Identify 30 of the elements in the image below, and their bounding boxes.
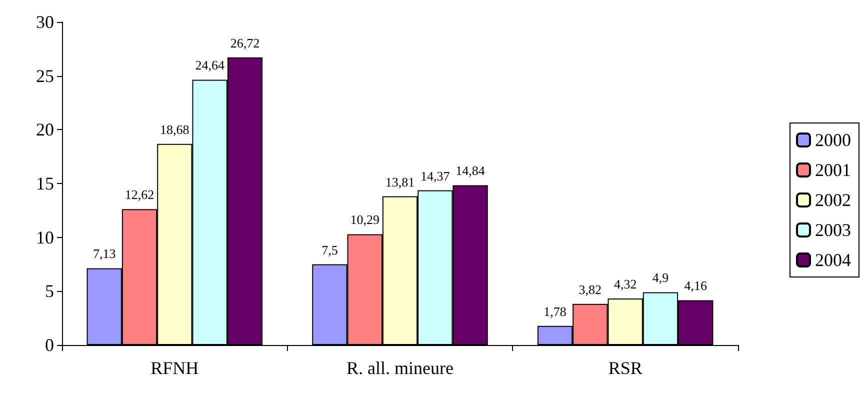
data-label: 4,9	[652, 270, 669, 286]
data-label: 14,37	[420, 168, 450, 184]
data-label: 1,78	[544, 304, 566, 319]
data-label: 3,82	[578, 282, 602, 297]
data-label: 7,13	[92, 246, 116, 262]
y-tick-label: 0	[45, 335, 54, 355]
legend-label: 2004	[815, 250, 851, 270]
data-label: 18,68	[160, 122, 190, 137]
data-label: 26,72	[230, 35, 260, 50]
legend-label: 2000	[815, 130, 851, 150]
y-tick-label: 20	[36, 120, 54, 140]
y-tick-label: 5	[45, 281, 54, 302]
y-tick-label: 25	[36, 66, 54, 86]
data-label: 12,62	[124, 187, 154, 202]
x-tick-label: RSR	[608, 358, 642, 378]
data-label: 7,5	[322, 242, 338, 258]
y-tick-label: 10	[36, 227, 54, 248]
data-label: 14,84	[456, 163, 486, 178]
data-label: 24,64	[195, 58, 225, 73]
legend-label: 2001	[815, 160, 851, 180]
x-tick-label: R. all. mineure	[346, 358, 454, 378]
data-label: 10,29	[350, 212, 380, 228]
data-label: 4,32	[614, 276, 637, 292]
y-tick-label: 30	[36, 12, 54, 32]
y-tick-label: 15	[36, 174, 54, 194]
data-label: 4,16	[684, 278, 708, 294]
x-tick-label: RFNH	[150, 358, 199, 378]
data-label: 13,81	[385, 174, 415, 190]
legend-label: 2003	[815, 220, 851, 240]
legend-label: 2002	[815, 190, 851, 210]
